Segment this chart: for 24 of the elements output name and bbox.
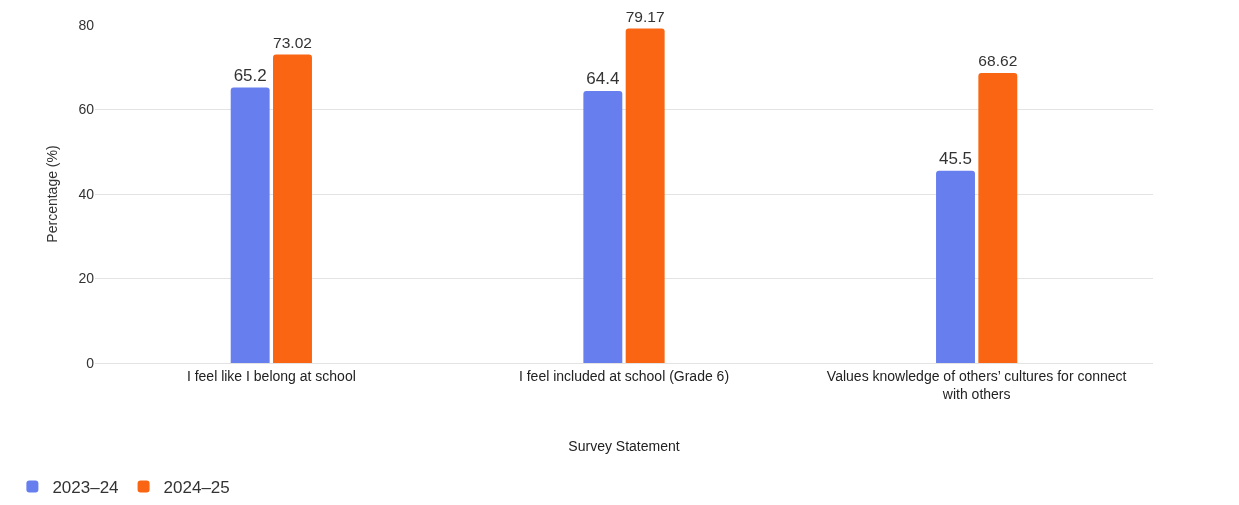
x-axis-title: Survey Statement (568, 438, 680, 455)
y-tick-label: 40 (78, 185, 95, 202)
data-label: 79.17 (625, 7, 665, 25)
y-tick-label: 80 (78, 16, 95, 33)
legend-label: 2023–24 (52, 478, 119, 498)
data-label: 65.2 (233, 65, 267, 85)
x-tick-label: Values knowledge of others’ cultures for connect with others (826, 367, 1127, 402)
data-label: 73.02 (273, 33, 312, 51)
bar (978, 73, 1018, 363)
y-axis-title: Percentage (%) (44, 145, 60, 243)
bar (230, 87, 270, 363)
legend-label: 2024–25 (163, 478, 230, 498)
data-label: 45.5 (938, 148, 973, 168)
y-tick-label: 0 (86, 354, 95, 371)
bar (625, 28, 665, 363)
data-label: 64.4 (586, 68, 620, 88)
y-tick-label: 20 (78, 270, 95, 287)
bar (936, 170, 975, 363)
bar (583, 90, 623, 363)
data-label: 68.62 (978, 52, 1018, 70)
x-tick-label: I feel included at school (Grade 6) (518, 367, 730, 384)
bar (273, 54, 312, 363)
y-tick-label: 60 (78, 101, 95, 118)
x-tick-label: I feel like I belong at school (186, 367, 356, 384)
